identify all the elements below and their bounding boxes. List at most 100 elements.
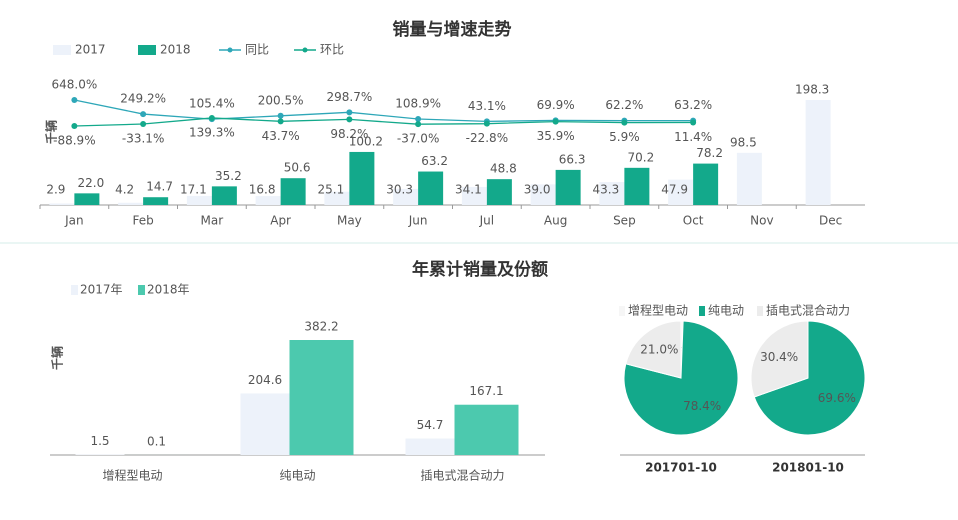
data-label: 78.2 [696,146,723,160]
data-label: 16.8 [249,183,276,197]
x-tick-label: 插电式混合动力 [420,468,504,483]
bar [349,151,375,205]
data-label: 298.7% [326,90,372,104]
data-label: -37.0% [397,132,439,146]
bar [555,169,581,205]
line [74,117,694,127]
line-point [71,123,78,129]
bar [393,188,419,205]
data-label: 21.0% [640,343,678,357]
data-label: 0.1 [147,434,166,448]
data-label: 249.2% [120,92,166,106]
data-label: 1.5 [90,434,109,448]
line-point [140,111,147,118]
data-label: 11.4% [674,130,712,144]
x-tick-label: Mar [201,214,224,228]
line-point [208,114,215,121]
x-tick-label: Sep [613,214,636,228]
data-label: 100.2 [349,134,383,148]
data-label: 200.5% [258,93,304,107]
line-point [621,119,628,126]
bar [599,182,625,205]
data-label: 198.3 [795,83,829,97]
data-label: 30.4% [760,350,798,364]
legend-swatch [757,306,763,316]
x-tick-label: Nov [750,214,773,228]
legend-label: 增程型电动 [628,303,688,318]
bar [624,167,650,205]
bar [405,438,455,455]
bar [461,186,487,205]
data-label: 63.2% [674,98,712,112]
bar [280,178,306,205]
legend-label: 环比 [320,43,344,57]
bar [486,179,512,205]
legend-swatch [699,306,705,316]
data-label: 43.1% [468,99,506,113]
data-label: 35.9% [537,129,575,143]
bar [255,196,281,205]
y-axis-label: 千辆 [50,346,65,370]
data-label: 35.2 [215,169,242,183]
pie-slice [753,320,866,436]
data-label: 69.6% [818,391,856,405]
line-point [277,118,284,125]
line-point [346,116,353,123]
data-label: 2.9 [46,183,65,197]
data-label: 167.1 [469,384,503,398]
data-label: 648.0% [51,78,97,92]
line [74,99,694,122]
pie-caption: 201701-10 [645,461,717,475]
data-label: 25.1 [318,183,345,197]
data-label: 30.3 [386,183,413,197]
x-tick-label: 纯电动 [279,469,315,483]
data-label: 48.8 [490,162,517,176]
legend-dot [227,47,233,53]
data-label: 98.2% [330,127,368,141]
data-label: -88.9% [53,134,95,148]
data-label: 139.3% [189,125,235,139]
x-tick-label: Jun [408,214,428,228]
data-label: 17.1 [180,183,207,197]
legend-swatch [619,306,625,316]
data-label: 70.2 [628,150,655,164]
legend-label: 2017 [75,43,106,57]
line-point [552,118,559,125]
bar [240,393,290,455]
data-label: -22.8% [466,131,508,145]
line-point [277,112,284,119]
bar [186,195,212,205]
legend-label: 2018年 [147,283,190,297]
data-label: 98.5 [730,135,757,149]
data-label: -33.1% [122,132,164,146]
pie-caption: 201801-10 [772,461,844,475]
bar [324,191,350,205]
x-tick-label: Dec [819,214,842,228]
legend-swatch [138,285,145,295]
data-label: 22.0 [78,176,105,190]
pie-slice [625,320,682,379]
bar [143,197,169,205]
data-label: 66.3 [559,152,586,166]
data-label: 34.1 [455,183,482,197]
line-point [140,121,147,128]
bar [289,340,354,455]
bar [668,179,694,205]
data-label: 204.6 [248,373,282,387]
data-label: 5.9% [609,130,640,144]
data-label: 382.2 [304,320,338,334]
x-tick-label: May [337,214,362,228]
data-label: 108.9% [395,97,441,111]
x-tick-label: 增程型电动 [102,468,162,483]
line-point [71,97,78,103]
chart-title: 销量与增速走势 [393,19,512,40]
data-label: 105.4% [189,97,235,111]
x-tick-label: Jul [479,214,494,228]
data-label: 4.2 [115,183,134,197]
data-label: 62.2% [605,98,643,112]
bar [530,184,556,205]
data-label: 50.6 [284,161,311,175]
legend-label: 2018 [160,43,191,57]
